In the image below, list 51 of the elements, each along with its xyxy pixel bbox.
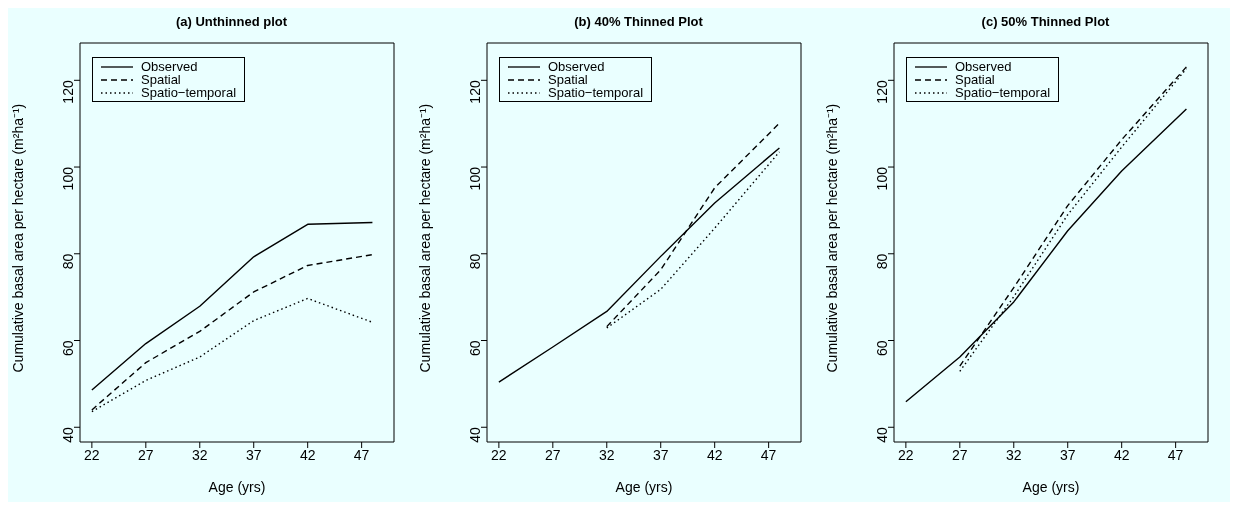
chart-title: (b) 40% Thinned Plot: [573, 13, 704, 31]
legend-label: Spatial: [955, 72, 995, 87]
x-tick-label: 32: [598, 446, 615, 463]
x-tick-label: 27: [138, 446, 154, 463]
legend-label: Observed: [548, 59, 605, 74]
x-tick-label: 37: [245, 446, 262, 463]
legend-label: Observed: [955, 59, 1012, 74]
x-axis-title: Age (yrs): [1022, 479, 1080, 495]
x-tick-label: 47: [353, 446, 370, 463]
x-tick-label: 27: [952, 446, 968, 463]
y-axis-title: Cumulative basal area per hectare (m²ha⁻¹): [416, 103, 433, 373]
x-tick-label: 22: [898, 446, 914, 463]
chart-title: (a) Unthinned plot: [174, 13, 289, 31]
legend-label: Spatio−temporal: [141, 85, 237, 100]
x-tick-label: 22: [491, 446, 507, 463]
y-tick-label: 80: [466, 253, 483, 270]
x-tick-label: 47: [1167, 446, 1184, 463]
y-tick-label: 120: [873, 80, 890, 104]
x-tick-label: 47: [760, 446, 777, 463]
chart-title: (c) 50% Thinned Plot: [980, 13, 1111, 31]
y-tick-label: 100: [59, 166, 76, 191]
x-axis-title: Age (yrs): [615, 479, 673, 495]
x-axis-title: Age (yrs): [208, 479, 266, 495]
x-tick-label: 42: [1113, 446, 1130, 463]
x-tick-label: 42: [299, 446, 316, 463]
y-tick-label: 80: [59, 253, 76, 270]
y-tick-label: 80: [873, 253, 890, 270]
y-axis-title: Cumulative basal area per hectare (m²ha⁻¹): [9, 103, 26, 373]
y-tick-label: 100: [466, 166, 483, 191]
x-tick-label: 32: [1005, 446, 1022, 463]
x-tick-label: 37: [652, 446, 669, 463]
legend-label: Spatial: [548, 72, 588, 87]
y-tick-label: 120: [466, 80, 483, 104]
y-axis-title: Cumulative basal area per hectare (m²ha⁻¹): [823, 103, 840, 373]
x-tick-label: 42: [706, 446, 723, 463]
y-tick-label: 120: [59, 80, 76, 104]
y-tick-label: 40: [59, 427, 76, 443]
y-tick-label: 40: [466, 427, 483, 443]
x-tick-label: 22: [84, 446, 100, 463]
y-tick-label: 60: [873, 340, 890, 357]
x-tick-label: 27: [545, 446, 561, 463]
legend-label: Observed: [141, 59, 198, 74]
y-tick-label: 60: [466, 340, 483, 357]
y-tick-label: 40: [873, 427, 890, 443]
x-tick-label: 37: [1059, 446, 1076, 463]
legend-label: Spatio−temporal: [955, 85, 1051, 100]
legend-label: Spatio−temporal: [548, 85, 644, 100]
y-tick-label: 60: [59, 340, 76, 357]
legend-label: Spatial: [141, 72, 181, 87]
y-tick-label: 100: [873, 166, 890, 191]
x-tick-label: 32: [191, 446, 208, 463]
